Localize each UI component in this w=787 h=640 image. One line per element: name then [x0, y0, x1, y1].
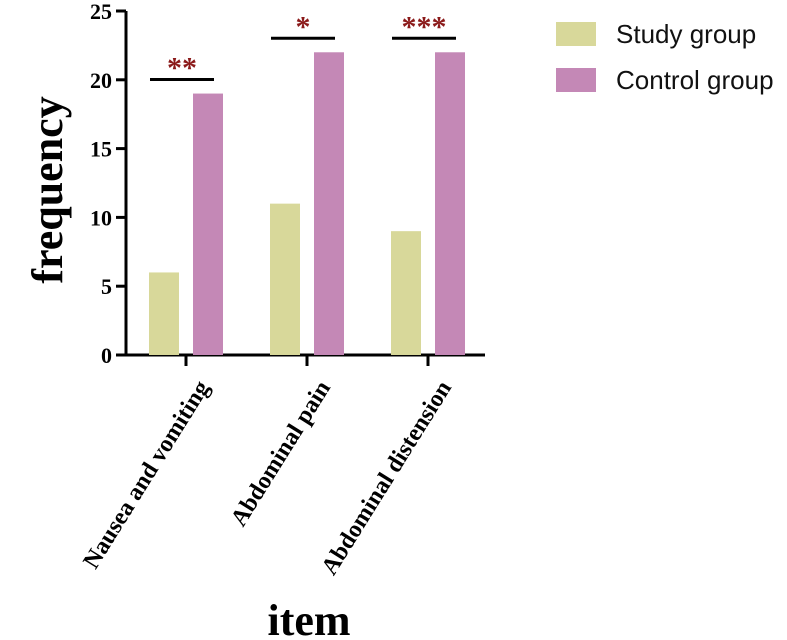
y-axis-title: frequency: [23, 96, 72, 283]
bar-control-3: [435, 52, 465, 355]
bar-control-1: [193, 93, 223, 355]
x-category-label: Abdominal pain: [226, 376, 336, 531]
y-tick-label: 10: [90, 205, 112, 230]
significance-stars: **: [167, 52, 197, 85]
legend-swatch-control: [556, 68, 596, 92]
legend: Study group Control group: [556, 19, 774, 95]
y-tick-label: 5: [101, 274, 112, 299]
bar-study-2: [270, 203, 300, 355]
legend-swatch-study: [556, 22, 596, 46]
y-tick-label: 25: [90, 0, 112, 24]
significance-markers: *** ***: [150, 10, 456, 85]
x-ticks: [184, 355, 430, 366]
significance-stars: *: [296, 10, 311, 43]
x-category-label: Nausea and vomiting: [79, 376, 216, 573]
legend-label-study: Study group: [616, 19, 756, 49]
y-ticks: 0 5 10 15 20 25: [90, 0, 126, 368]
legend-label-control: Control group: [616, 65, 774, 95]
x-axis-title: item: [267, 596, 350, 640]
y-tick-label: 20: [90, 68, 112, 93]
bar-control-2: [314, 52, 344, 355]
significance-stars: ***: [402, 10, 447, 43]
bar-study-1: [149, 272, 179, 355]
x-category-label: Abdominal distension: [317, 376, 457, 579]
bars: [149, 52, 465, 355]
y-tick-label: 15: [90, 137, 112, 162]
bar-study-3: [391, 231, 421, 355]
y-tick-label: 0: [101, 343, 112, 368]
category-labels: Nausea and vomiting Abdominal painAbdomin…: [79, 376, 458, 579]
